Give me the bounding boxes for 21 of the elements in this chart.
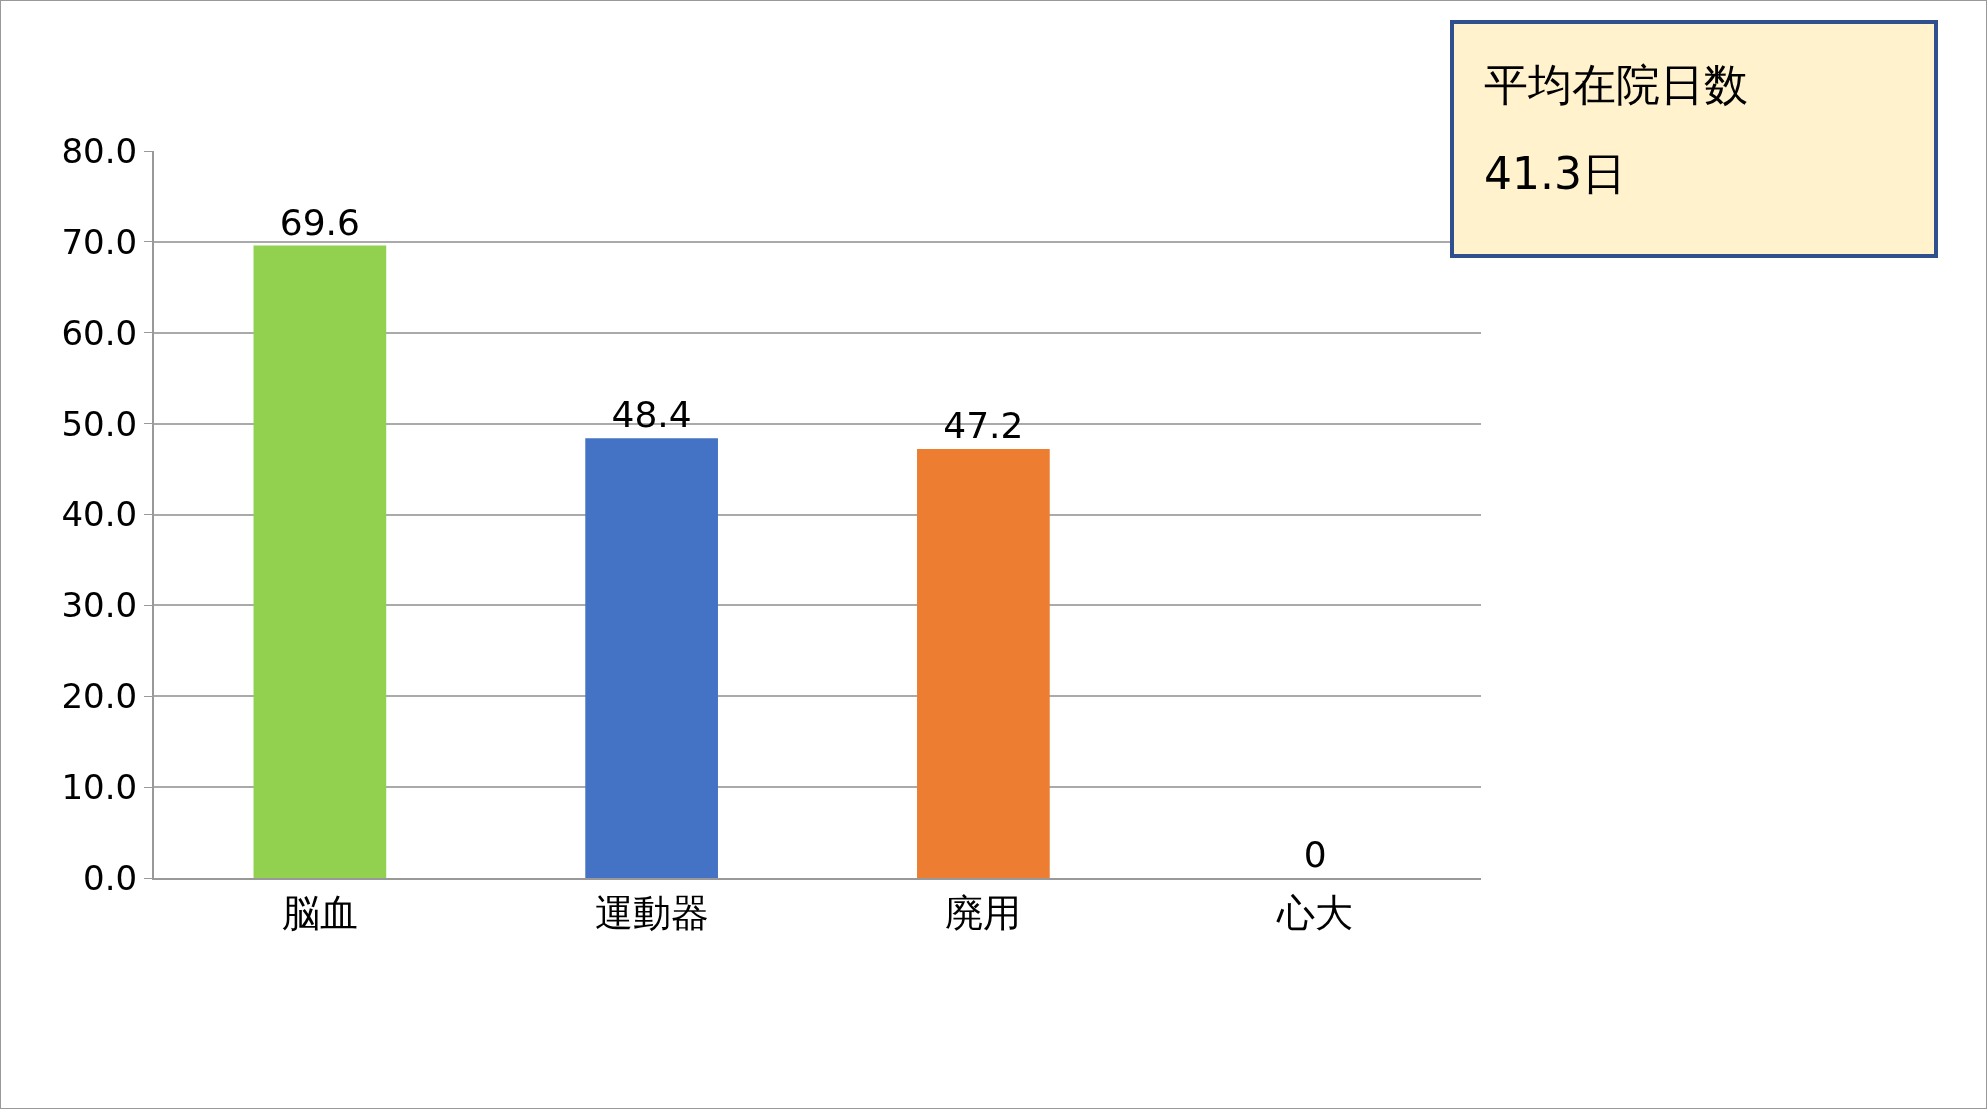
- x-tick-label: 心大: [1276, 890, 1354, 935]
- data-label: 48.4: [611, 394, 692, 436]
- y-tick-label: 40.0: [61, 494, 138, 535]
- note-card: 平均在院日数 41.3日: [1450, 20, 1938, 258]
- y-tick-label: 80.0: [61, 130, 138, 171]
- bar: [917, 449, 1050, 878]
- data-label: 0: [1303, 834, 1327, 875]
- y-tick-label: 30.0: [61, 585, 138, 626]
- y-tick-label: 0.0: [83, 857, 138, 898]
- y-tick-label: 50.0: [61, 403, 138, 444]
- y-tick-label: 20.0: [61, 676, 138, 717]
- y-tick-label: 60.0: [61, 312, 138, 353]
- bar: [585, 438, 718, 878]
- x-tick-label: 廃用: [945, 890, 1022, 935]
- data-label: 69.6: [279, 201, 360, 243]
- y-tick-label: 10.0: [61, 767, 138, 808]
- x-tick-label: 脳血: [281, 890, 358, 935]
- bar: [253, 245, 387, 878]
- data-label: 47.2: [943, 405, 1024, 447]
- x-tick-label: 運動器: [594, 890, 709, 935]
- y-tick-label: 70.0: [61, 221, 138, 262]
